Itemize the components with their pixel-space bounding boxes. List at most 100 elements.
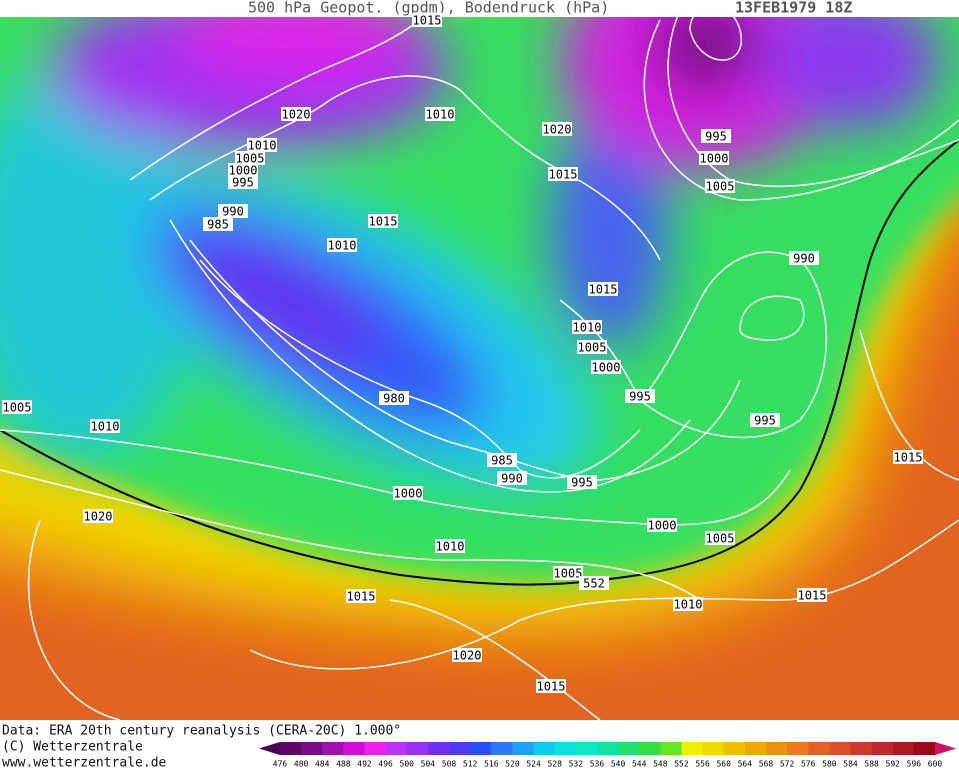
colorbar-label: 484 [315,760,330,769]
isobar-label-box [83,509,113,523]
colorbar-label: 500 [400,760,415,769]
colorbar-segment [406,742,429,755]
isobar-label-text: 1015 [589,283,618,297]
isobar-label: 1020 [83,509,113,524]
isobar-label-text: 1010 [328,239,357,253]
isobar-label-text: 1020 [453,649,482,663]
isobar-label: 995 [625,389,655,404]
isobar-label: 995 [701,129,731,144]
colorbar-segment [491,742,513,755]
colorbar-segment [385,742,408,755]
isobar-label: 1000 [228,163,258,178]
isobar-label-box [487,453,517,467]
isobar-label-text: 985 [491,454,513,468]
map-date: 13FEB1979 18Z [735,0,852,17]
colorbar-label: 512 [463,760,478,769]
colorbar-label: 492 [357,760,372,769]
colorbar-label: 600 [928,760,943,769]
isobar-label: 1010 [327,238,357,253]
isobar-label-box [452,648,482,662]
colorbar-segment [301,742,323,755]
isobar-label-text: 1005 [554,567,583,581]
isobar-label-box [435,539,465,553]
isobar-label-text: 1015 [537,680,566,694]
isobar-label-text: 990 [501,472,523,486]
isobar-label-box [542,122,572,136]
colorbar-label: 568 [759,760,774,769]
colorbar-segment [829,742,851,755]
isobar-label: 990 [218,204,248,219]
isobar-label: 1020 [542,122,572,137]
colorbar-label: 476 [273,760,288,769]
isobar-label-text: 1015 [798,589,827,603]
isobar-label-text: 1015 [347,590,376,604]
isobar-label-text: 990 [222,205,244,219]
colorbar-label: 520 [505,760,520,769]
isobar-label-box [553,566,583,580]
isobar-label: 1020 [281,107,311,122]
colorbar-segment [787,742,809,755]
colorbar-segment [364,742,387,755]
isobar-label-text: 995 [705,130,727,144]
colorbar-segment [554,742,577,755]
isobar-label-box [701,129,731,143]
isobar-label: 1010 [572,320,602,335]
isobar-label-box [393,486,423,500]
map-title: 500 hPa Geopot. (gpdm), Bodendruck (hPa) [248,0,609,17]
isobar-label: 1015 [797,588,827,603]
isobar-label: 552 [579,576,609,591]
colorbar-segment [744,742,767,755]
isobar-label: 1010 [90,419,120,434]
colorbar-segment [892,742,915,755]
isobar-label-text: 990 [793,252,815,266]
contour-552 [0,139,959,586]
isobar-label-box [579,576,609,590]
colorbar-segment [618,742,640,755]
colorbar-segment [808,742,830,755]
isobar-label-text: 1005 [706,532,735,546]
isobar-label: 1015 [368,214,398,229]
isobar-label: 1000 [393,486,423,501]
colorbar-label: 596 [907,760,922,769]
isobar-label: 1005 [235,151,265,166]
isobar-label-text: 1005 [578,341,607,355]
isobar-label: 1015 [588,282,618,297]
isobar-label-text: 1005 [3,401,32,415]
isobar-label-text: 552 [583,577,605,591]
isobar-label-box [789,251,819,265]
field [0,17,959,720]
isobar-label-box [90,419,120,433]
isobar-label-box [218,204,248,218]
isobar-label: 1015 [412,13,442,28]
isobar-label-text: 995 [629,390,651,404]
isobar-label: 990 [789,251,819,266]
isobar-label-text: 1020 [84,510,113,524]
isobar-label: 1005 [553,566,583,581]
isobar-label-box [281,107,311,121]
isobar-label-text: 1010 [674,598,703,612]
isobar-label-text: 995 [571,476,593,490]
colorbar-label: 572 [780,760,795,769]
colorbar-segment [702,742,725,755]
colorbar-label: 552 [674,760,689,769]
colorbar-label: 504 [421,760,436,769]
colorbar-label: 592 [886,760,901,769]
isobar-label: 1020 [452,648,482,663]
website-url: www.wetterzentrale.de [2,756,167,770]
colorbar-segment [681,742,704,755]
isobar-label-text: 995 [232,176,254,190]
isobar-label: 1005 [2,400,32,415]
isobar-label: 995 [750,413,780,428]
colorbar-label: 528 [547,760,562,769]
colorbar-label: 548 [653,760,668,769]
isobar-label-box [673,597,703,611]
colorbar-label: 540 [611,760,626,769]
isobar-label: 1005 [705,179,735,194]
isobar-label: 995 [228,175,258,190]
isobar-label-text: 1010 [573,321,602,335]
colorbar-segment [596,742,619,755]
colorbar-label: 516 [484,760,499,769]
isobar-label-box [228,175,258,189]
